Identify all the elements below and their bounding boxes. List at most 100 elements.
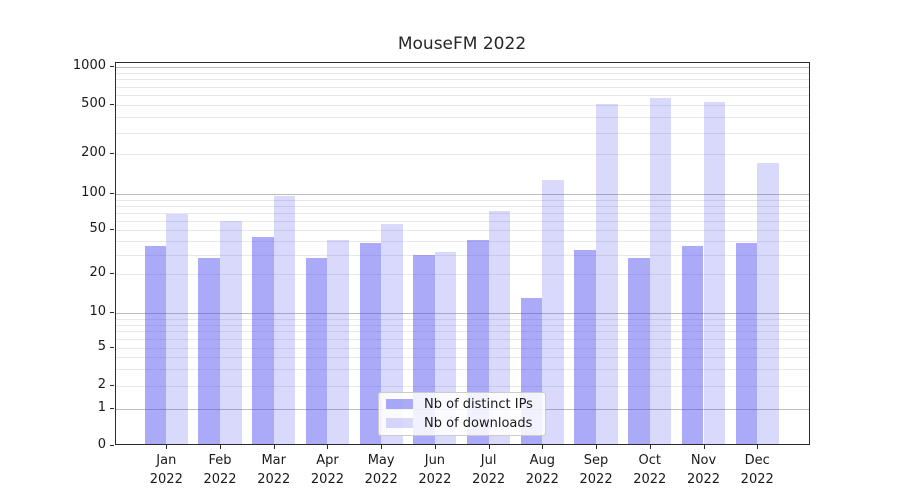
y-tick-mark-200: [110, 153, 114, 155]
x-tick-mark-jul: [488, 444, 490, 449]
legend-row-distinct-ips: Nb of distinct IPs: [386, 395, 538, 414]
gridline-30: [115, 254, 809, 256]
y-tick-mark-0: [110, 444, 114, 446]
legend-label-distinct-ips: Nb of distinct IPs: [424, 396, 533, 412]
gridline-900: [115, 72, 809, 74]
y-tick-label-50: 50: [89, 221, 106, 237]
gridline-100: [115, 194, 809, 196]
gridline-1000: [115, 67, 809, 68]
gridline-600: [115, 95, 809, 97]
y-tick-label-20: 20: [89, 265, 106, 280]
bar-downloads-sep: [596, 103, 618, 445]
gridline-70: [115, 212, 809, 214]
gridline-9: [115, 318, 809, 320]
gridline-4: [115, 357, 809, 359]
x-tick-mark-dec: [757, 444, 759, 449]
bar-distinct-ips-mar: [252, 237, 274, 445]
bar-downloads-feb: [220, 220, 242, 445]
y-tick-label-1: 1: [97, 399, 106, 415]
bar-distinct-ips-sep: [574, 250, 597, 445]
gridline-7: [115, 331, 809, 333]
gridline-80: [115, 205, 809, 207]
bar-distinct-ips-feb: [198, 257, 220, 445]
y-tick-label-100: 100: [81, 185, 106, 201]
bar-downloads-may: [381, 224, 403, 445]
gridline-2: [115, 386, 809, 387]
y-tick-label-2: 2: [97, 377, 106, 392]
chart-title: MouseFM 2022: [397, 34, 527, 54]
x-tick-label-mar: Mar 2022: [257, 452, 291, 487]
bar-downloads-mar: [273, 195, 296, 445]
bar-distinct-ips-may: [359, 243, 382, 445]
x-tick-mark-apr: [327, 444, 329, 449]
gridline-400: [115, 117, 809, 119]
legend: Nb of distinct IPs Nb of downloads: [378, 391, 546, 436]
legend-label-downloads: Nb of downloads: [424, 415, 533, 431]
x-tick-mark-sep: [596, 444, 598, 449]
legend-swatch-distinct-ips: [386, 398, 413, 410]
x-tick-mark-aug: [542, 444, 544, 449]
y-tick-label-500: 500: [81, 96, 106, 112]
y-tick-mark-50: [110, 229, 114, 231]
x-tick-mark-feb: [220, 444, 222, 449]
gridline-300: [115, 132, 809, 134]
x-tick-mark-may: [381, 444, 383, 449]
x-tick-label-nov: Nov 2022: [686, 452, 721, 487]
x-tick-label-jan: Jan 2022: [149, 452, 183, 487]
bar-downloads-nov: [703, 102, 726, 445]
gridline-3: [115, 369, 809, 371]
x-tick-label-may: May 2022: [364, 452, 398, 487]
y-tick-mark-1000: [110, 66, 114, 67]
bar-downloads-oct: [649, 98, 672, 445]
y-tick-label-1000: 1000: [72, 58, 106, 73]
gridline-200: [115, 154, 809, 156]
x-tick-label-jul: Jul 2022: [472, 452, 506, 487]
bar-downloads-dec: [757, 162, 779, 445]
x-tick-mark-jun: [434, 444, 436, 449]
plot-area: [114, 61, 810, 445]
x-tick-mark-mar: [273, 444, 275, 449]
y-tick-mark-500: [110, 104, 114, 106]
gridline-5: [115, 348, 809, 350]
bar-distinct-ips-jan: [144, 245, 167, 445]
x-tick-label-apr: Apr 2022: [310, 452, 344, 487]
y-tick-label-0: 0: [97, 436, 106, 452]
y-tick-label-10: 10: [89, 304, 106, 320]
gridline-6: [115, 339, 809, 341]
y-tick-mark-2: [110, 385, 114, 386]
x-tick-label-oct: Oct 2022: [633, 452, 667, 487]
gridline-10: [115, 313, 809, 315]
bar-distinct-ips-oct: [628, 257, 650, 445]
x-tick-label-jun: Jun 2022: [418, 452, 452, 487]
bar-downloads-aug: [542, 180, 564, 445]
gridline-50: [115, 230, 809, 232]
x-tick-mark-jan: [166, 444, 168, 449]
bar-downloads-jul: [488, 210, 511, 445]
gridline-800: [115, 79, 809, 81]
legend-row-downloads: Nb of downloads: [386, 414, 538, 433]
bar-downloads-jan: [166, 213, 188, 445]
gridline-500: [115, 105, 809, 107]
bar-downloads-apr: [327, 239, 350, 445]
gridline-20: [115, 274, 809, 275]
x-tick-label-dec: Dec 2022: [740, 452, 774, 487]
bar-distinct-ips-nov: [681, 245, 704, 445]
gridline-8: [115, 324, 809, 326]
y-tick-label-200: 200: [81, 145, 106, 161]
y-tick-mark-5: [110, 347, 114, 349]
x-tick-label-aug: Aug 2022: [525, 452, 559, 487]
x-tick-label-sep: Sep 2022: [579, 452, 613, 487]
y-tick-mark-20: [110, 273, 114, 274]
y-tick-mark-10: [110, 312, 114, 314]
y-tick-label-5: 5: [97, 339, 106, 355]
x-tick-mark-nov: [703, 444, 705, 449]
x-tick-label-feb: Feb 2022: [203, 452, 237, 487]
gridline-60: [115, 220, 809, 222]
bar-distinct-ips-dec: [735, 243, 758, 445]
bar-distinct-ips-apr: [305, 257, 328, 445]
x-tick-mark-oct: [649, 444, 651, 449]
gridline-40: [115, 240, 809, 242]
y-tick-mark-1: [110, 407, 114, 409]
gridline-700: [115, 86, 809, 88]
